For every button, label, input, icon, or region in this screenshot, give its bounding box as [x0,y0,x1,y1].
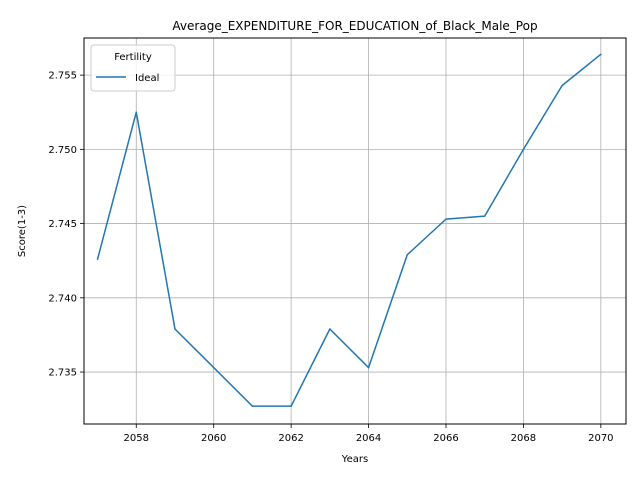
chart-title: Average_EXPENDITURE_FOR_EDUCATION_of_Bla… [172,19,537,33]
data-point-ideal [212,366,215,369]
data-point-ideal [367,366,370,369]
x-tick-label: 2064 [356,433,381,444]
data-point-ideal [445,218,447,220]
data-point-ideal [290,405,292,407]
x-axis-label: Years [341,454,368,465]
data-point-ideal [406,254,409,256]
data-point-ideal [561,84,563,87]
legend-entry-ideal: Ideal [135,73,159,84]
legend-title: Fertility [114,52,152,63]
y-axis-label: Score(1-3) [17,205,28,257]
y-tick-label: 2.750 [48,145,77,156]
series-line-ideal [96,53,602,407]
x-tick-label: 2060 [201,433,226,444]
data-point-ideal [96,258,99,260]
x-tick-label: 2058 [124,433,149,444]
x-tick-label: 2068 [511,433,536,444]
y-tick-label: 2.745 [48,219,77,230]
plot-frame [83,37,627,425]
x-tick-label: 2062 [278,433,303,444]
data-point-ideal [522,148,525,151]
data-point-ideal [174,328,176,330]
y-tick-label: 2.740 [48,293,77,304]
y-axis-ticks: 2.735 2.740 2.745 2.750 2.755 [48,71,84,379]
y-tick-label: 2.755 [48,71,77,82]
data-point-ideal [329,328,331,330]
x-tick-label: 2070 [588,433,613,444]
legend: Fertility Ideal [90,44,176,92]
grid-lines [84,38,626,424]
y-tick-label: 2.735 [48,368,77,379]
x-tick-label: 2066 [433,433,458,444]
legend-box [90,44,176,92]
x-axis-ticks: 2058 2060 2062 2064 2066 2068 2070 [124,424,614,444]
series-lines [96,53,602,407]
data-point-ideal [135,111,138,113]
data-point-ideal [483,215,486,217]
data-point-ideal [251,405,254,407]
data-point-ideal [600,53,602,56]
